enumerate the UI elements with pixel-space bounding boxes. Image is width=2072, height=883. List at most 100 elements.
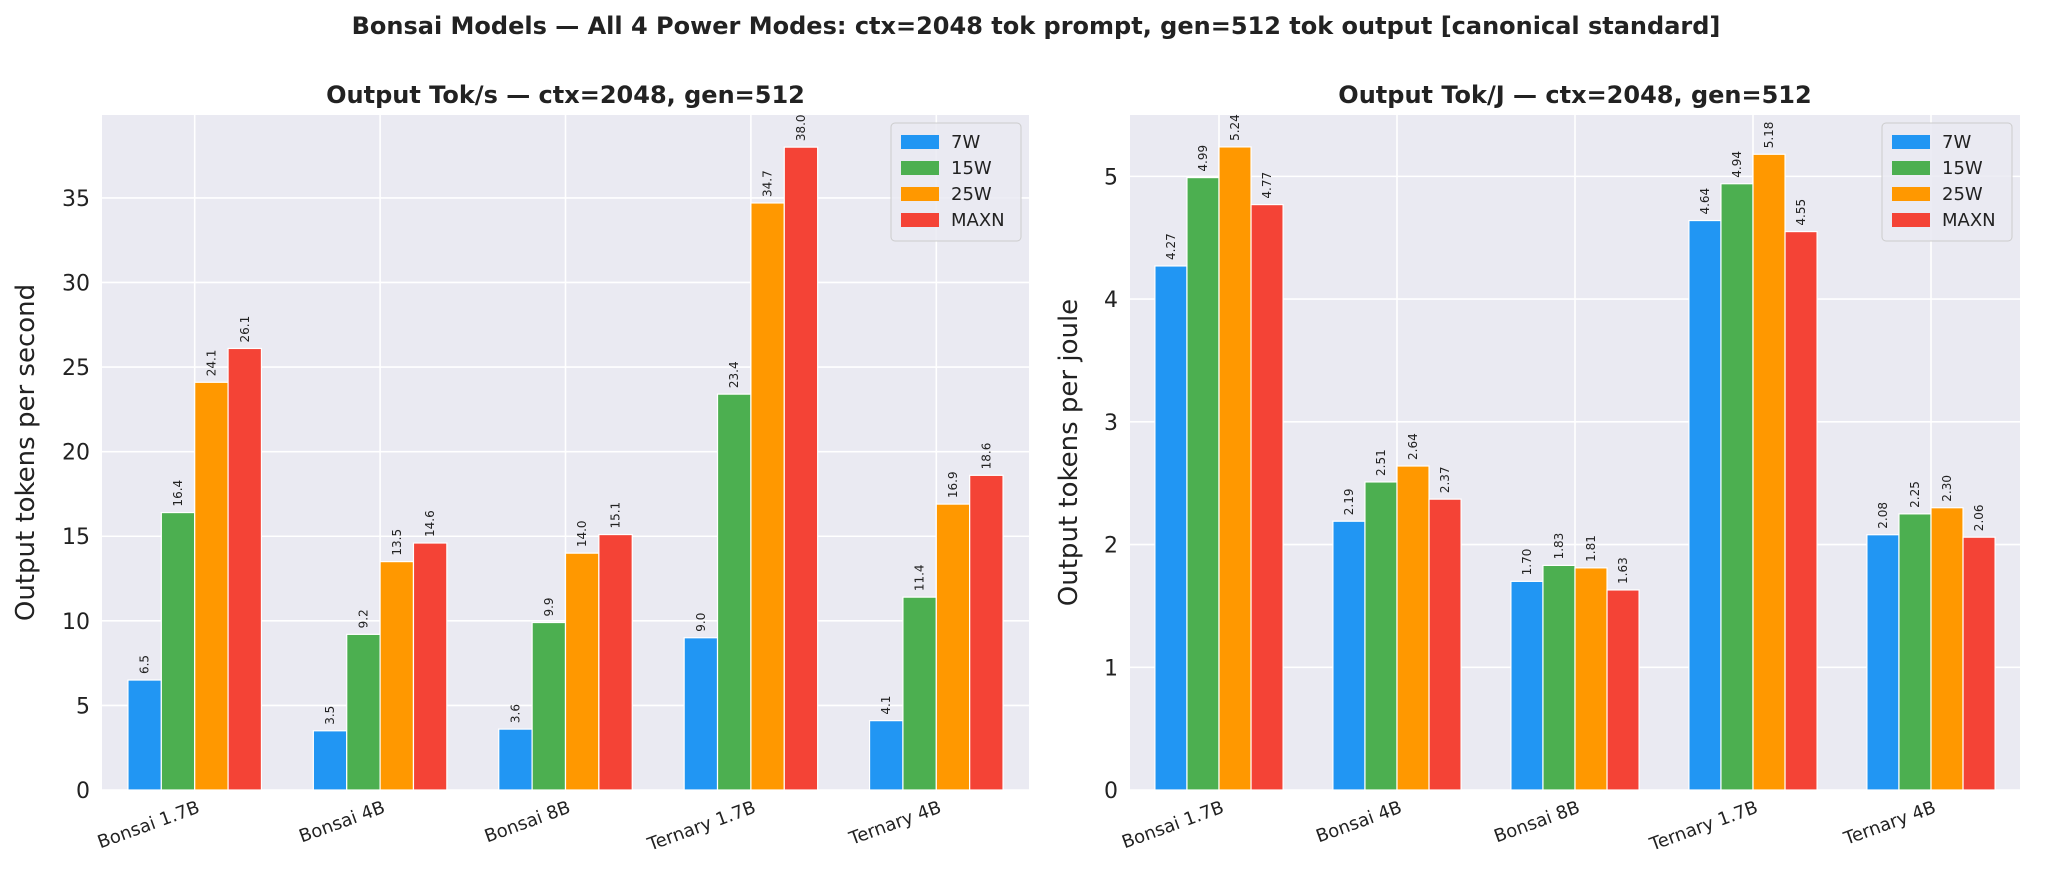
y-tick-label: 30 xyxy=(62,271,90,296)
figure-title: Bonsai Models — All 4 Power Modes: ctx=2… xyxy=(352,12,1721,40)
bar-15w xyxy=(1364,481,1398,791)
bar-maxn xyxy=(227,347,263,791)
data-label: 4.99 xyxy=(1196,145,1210,172)
y-tick-label: 5 xyxy=(1104,165,1118,190)
data-label: 1.81 xyxy=(1584,535,1598,562)
data-label: 9.2 xyxy=(356,609,370,628)
legend-label: 7W xyxy=(1942,132,1971,153)
legend-label: MAXN xyxy=(951,210,1005,231)
legend-label: 25W xyxy=(1942,184,1983,205)
y-tick-label: 35 xyxy=(62,187,90,212)
y-tick-label: 15 xyxy=(62,525,90,550)
data-label: 5.24 xyxy=(1228,114,1242,141)
bar-7w xyxy=(312,730,348,791)
bar-maxn xyxy=(598,533,633,791)
data-label: 24.1 xyxy=(204,350,218,377)
bar-15w xyxy=(346,633,381,791)
data-label: 3.6 xyxy=(508,704,522,723)
bar-25w xyxy=(935,503,971,791)
data-label: 14.0 xyxy=(575,520,589,547)
bar-25w xyxy=(1752,153,1786,791)
bar-7w xyxy=(868,720,904,791)
data-label: 34.7 xyxy=(761,170,775,197)
x-tick-label: Ternary 1.7B xyxy=(1646,797,1761,856)
data-label: 4.55 xyxy=(1794,199,1808,226)
y-tick-label: 0 xyxy=(76,779,90,804)
x-tick-label: Bonsai 4B xyxy=(296,797,387,847)
legend-swatch-25w xyxy=(901,187,939,201)
data-label: 4.94 xyxy=(1730,151,1744,178)
data-label: 2.64 xyxy=(1406,433,1420,460)
legend-swatch-7w xyxy=(1892,135,1930,149)
legend-swatch-7w xyxy=(901,135,939,149)
bar-maxn xyxy=(412,542,448,791)
bar-7w xyxy=(1866,534,1900,791)
data-label: 15.1 xyxy=(609,502,623,529)
bar-maxn xyxy=(1250,203,1284,791)
data-label: 3.5 xyxy=(323,706,337,725)
y-tick-label: 1 xyxy=(1104,656,1118,681)
data-label: 9.0 xyxy=(694,613,708,632)
data-label: 2.37 xyxy=(1438,466,1452,493)
bar-7w xyxy=(683,637,719,791)
data-label: 1.63 xyxy=(1616,557,1630,584)
y-tick-label: 20 xyxy=(62,441,90,466)
bar-25w xyxy=(1574,567,1608,791)
x-tick-label: Ternary 4B xyxy=(846,797,944,850)
data-label: 11.4 xyxy=(913,564,927,591)
legend-frame xyxy=(1881,122,2013,242)
legend: 7W 15W 25W MAXN xyxy=(1881,122,2013,242)
legend-swatch-maxn xyxy=(901,213,939,227)
data-label: 2.51 xyxy=(1374,449,1388,476)
data-label: 4.77 xyxy=(1260,172,1274,199)
legend-label: 15W xyxy=(951,158,992,179)
bar-7w xyxy=(1688,219,1722,791)
data-label: 1.70 xyxy=(1520,549,1534,576)
legend-swatch-15w xyxy=(1892,161,1930,175)
bar-15w xyxy=(1720,183,1754,791)
bar-maxn xyxy=(1962,536,1996,791)
bar-25w xyxy=(1930,507,1964,791)
bar-maxn xyxy=(783,146,819,791)
data-label: 26.1 xyxy=(238,316,252,343)
data-label: 16.4 xyxy=(171,480,185,507)
legend-swatch-maxn xyxy=(1892,213,1930,227)
bar-maxn xyxy=(1428,498,1462,791)
bar-25w xyxy=(750,202,785,791)
chart-panel-2: 0 1 2 3 4 5 4.27 2.19 1.70 4.64 2.08 4.99 2.51 1.83 4.… xyxy=(1054,81,2020,856)
data-label: 16.9 xyxy=(946,471,960,498)
x-tick-label: Ternary 4B xyxy=(1840,797,1938,850)
data-label: 4.64 xyxy=(1698,188,1712,215)
bar-25w xyxy=(379,561,415,791)
data-label: 1.83 xyxy=(1552,533,1566,560)
bar-15w xyxy=(1542,564,1576,791)
x-tick-label: Bonsai 8B xyxy=(482,797,573,847)
bar-15w xyxy=(902,596,937,791)
bar-7w xyxy=(1332,520,1366,791)
bar-15w xyxy=(1186,176,1220,791)
bar-maxn xyxy=(1784,230,1818,791)
data-label: 9.9 xyxy=(542,597,556,616)
data-label: 2.25 xyxy=(1908,481,1922,508)
y-tick-label: 0 xyxy=(1104,779,1118,804)
bar-maxn xyxy=(1606,589,1640,791)
y-tick-label: 2 xyxy=(1104,534,1118,559)
bar-25w xyxy=(1396,465,1430,791)
bar-15w xyxy=(531,621,567,791)
legend-swatch-15w xyxy=(901,161,939,175)
y-tick-label: 3 xyxy=(1104,411,1118,436)
bar-7w xyxy=(127,679,162,791)
y-tick-label: 5 xyxy=(76,694,90,719)
legend-label: 15W xyxy=(1942,158,1983,179)
legend-label: MAXN xyxy=(1942,210,1996,231)
data-label: 2.08 xyxy=(1876,502,1890,529)
data-label: 2.19 xyxy=(1342,489,1356,516)
y-axis-label: Output tokens per joule xyxy=(1054,299,1084,606)
data-label: 6.5 xyxy=(138,655,152,674)
legend-swatch-25w xyxy=(1892,187,1930,201)
data-label: 13.5 xyxy=(390,529,404,556)
legend-frame xyxy=(890,122,1022,242)
data-label: 14.6 xyxy=(423,510,437,537)
